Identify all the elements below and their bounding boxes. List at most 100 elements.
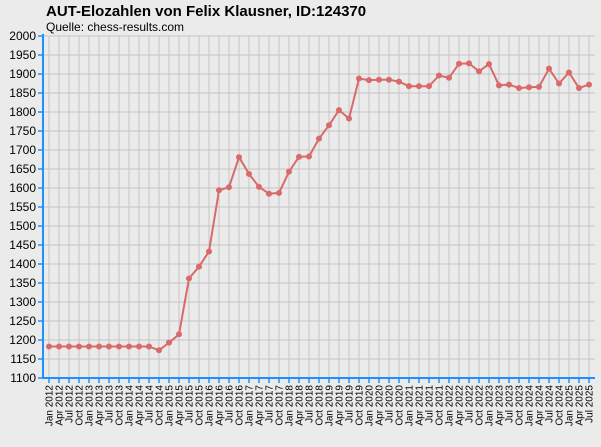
data-point bbox=[396, 78, 402, 85]
data-point bbox=[96, 343, 102, 350]
y-tick-label: 1400 bbox=[9, 257, 36, 271]
x-tick-label: Oct 2022 bbox=[475, 385, 486, 426]
data-point bbox=[116, 343, 122, 350]
x-tick-label: Jul 2024 bbox=[545, 385, 556, 423]
x-tick-label: Jan 2023 bbox=[485, 385, 496, 427]
x-tick-label: Oct 2013 bbox=[115, 385, 126, 426]
y-tick-label: 1200 bbox=[9, 333, 36, 347]
x-tick-label: Oct 2014 bbox=[155, 385, 166, 426]
x-tick-label: Jan 2020 bbox=[365, 385, 376, 427]
x-tick-label: Jul 2025 bbox=[585, 385, 596, 423]
data-point bbox=[136, 343, 142, 350]
data-point bbox=[516, 85, 522, 92]
data-point bbox=[326, 122, 332, 129]
data-point bbox=[106, 343, 112, 350]
y-tick-label: 1800 bbox=[9, 105, 36, 119]
y-tick-label: 1750 bbox=[9, 124, 36, 138]
x-tick-label: Jan 2017 bbox=[245, 385, 256, 427]
x-tick-label: Apr 2017 bbox=[255, 385, 266, 426]
y-tick-label: 1500 bbox=[9, 219, 36, 233]
data-point bbox=[586, 81, 592, 88]
data-point bbox=[356, 75, 362, 82]
data-point bbox=[276, 189, 282, 196]
x-tick-label: Jan 2024 bbox=[525, 385, 536, 427]
x-tick-label: Apr 2025 bbox=[575, 385, 586, 426]
data-point bbox=[556, 80, 562, 87]
data-point bbox=[46, 343, 52, 350]
y-tick-label: 1850 bbox=[9, 86, 36, 100]
x-tick-label: Jul 2013 bbox=[105, 385, 116, 423]
data-point bbox=[166, 339, 172, 346]
x-tick-label: Jul 2014 bbox=[145, 385, 156, 423]
data-point bbox=[336, 107, 342, 114]
x-tick-label: Apr 2016 bbox=[215, 385, 226, 426]
y-tick-label: 2000 bbox=[9, 29, 36, 43]
x-tick-label: Jan 2015 bbox=[165, 385, 176, 427]
x-tick-label: Jan 2025 bbox=[565, 385, 576, 427]
x-tick-label: Jan 2021 bbox=[405, 385, 416, 427]
x-tick-label: Jul 2023 bbox=[505, 385, 516, 423]
chart-title: AUT-Elozahlen von Felix Klausner, ID:124… bbox=[46, 3, 366, 20]
data-point bbox=[126, 343, 132, 350]
x-tick-label: Jul 2020 bbox=[385, 385, 396, 423]
x-tick-label: Jan 2012 bbox=[45, 385, 56, 427]
x-tick-label: Apr 2019 bbox=[335, 385, 346, 426]
data-point bbox=[486, 61, 492, 68]
x-tick-label: Jul 2015 bbox=[185, 385, 196, 423]
data-point bbox=[146, 343, 152, 350]
y-tick-label: 1150 bbox=[10, 352, 36, 366]
data-point bbox=[56, 343, 62, 350]
data-point bbox=[456, 60, 462, 67]
x-tick-label: Oct 2021 bbox=[435, 385, 446, 426]
data-point bbox=[446, 74, 452, 81]
x-tick-label: Jul 2017 bbox=[265, 385, 276, 423]
data-point bbox=[186, 275, 192, 282]
x-tick-label: Jan 2014 bbox=[125, 385, 136, 427]
x-tick-label: Jul 2012 bbox=[65, 385, 76, 423]
data-point bbox=[506, 81, 512, 88]
data-point bbox=[346, 115, 352, 122]
x-tick-label: Jan 2018 bbox=[285, 385, 296, 427]
data-point bbox=[306, 153, 312, 160]
x-tick-label: Apr 2024 bbox=[535, 385, 546, 426]
data-point bbox=[176, 331, 182, 338]
x-tick-label: Oct 2012 bbox=[75, 385, 86, 426]
data-point bbox=[376, 76, 382, 83]
x-tick-label: Oct 2024 bbox=[555, 385, 566, 426]
series-elo bbox=[46, 60, 592, 354]
data-point bbox=[156, 347, 162, 354]
data-point bbox=[536, 83, 542, 90]
x-tick-label: Jan 2013 bbox=[85, 385, 96, 427]
y-tick-label: 1700 bbox=[9, 143, 36, 157]
x-tick-label: Jul 2016 bbox=[225, 385, 236, 423]
x-axis-ticks: Jan 2012 Apr 2012 Jul 2012 Oct 2012 Jan 2013… bbox=[45, 385, 596, 427]
data-point bbox=[406, 83, 412, 90]
data-point bbox=[436, 72, 442, 79]
x-tick-label: Apr 2021 bbox=[415, 385, 426, 426]
data-point bbox=[426, 83, 432, 90]
x-tick-label: Jan 2016 bbox=[205, 385, 216, 427]
data-point bbox=[66, 343, 72, 350]
data-point bbox=[86, 343, 92, 350]
x-tick-label: Jul 2021 bbox=[425, 385, 436, 423]
data-point bbox=[196, 263, 202, 270]
x-tick-label: Jul 2019 bbox=[345, 385, 356, 423]
x-tick-label: Oct 2019 bbox=[355, 385, 366, 426]
y-tick-label: 1950 bbox=[9, 48, 36, 62]
data-point bbox=[576, 85, 582, 92]
x-tick-label: Apr 2020 bbox=[375, 385, 386, 426]
x-tick-label: Oct 2017 bbox=[275, 385, 286, 426]
grid bbox=[43, 35, 595, 379]
data-point bbox=[496, 82, 502, 89]
data-point bbox=[266, 190, 272, 197]
x-tick-label: Oct 2018 bbox=[315, 385, 326, 426]
y-tick-label: 1250 bbox=[9, 314, 36, 328]
x-tick-label: Apr 2022 bbox=[455, 385, 466, 426]
x-tick-label: Oct 2023 bbox=[515, 385, 526, 426]
data-point bbox=[416, 83, 422, 90]
data-point bbox=[366, 77, 372, 84]
data-point bbox=[476, 68, 482, 75]
data-point bbox=[296, 153, 302, 160]
x-tick-label: Apr 2013 bbox=[95, 385, 106, 426]
y-tick-label: 1100 bbox=[10, 371, 36, 385]
